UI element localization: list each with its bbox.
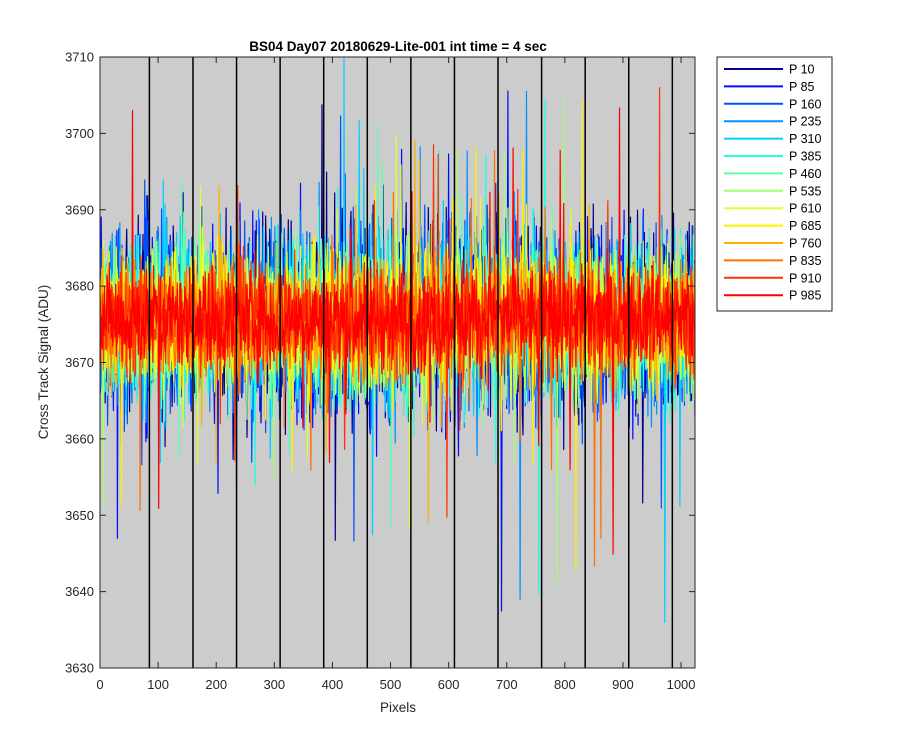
x-tick-label: 1000 [667,677,696,692]
legend-label: P 235 [789,115,821,129]
x-tick-label: 100 [147,677,169,692]
y-tick-label: 3640 [65,584,94,599]
legend-label: P 685 [789,219,821,233]
legend-label: P 760 [789,237,821,251]
legend-label: P 610 [789,202,821,216]
y-tick-label: 3650 [65,508,94,523]
y-tick-label: 3690 [65,202,94,217]
x-tick-label: 500 [380,677,402,692]
legend-label: P 835 [789,254,821,268]
x-tick-label: 900 [612,677,634,692]
legend-label: P 310 [789,132,821,146]
y-tick-label: 3630 [65,661,94,676]
x-axis-label: Pixels [380,700,416,715]
boundary-lines [148,57,674,668]
x-tick-label: 300 [263,677,285,692]
chart-title: BS04 Day07 20180629-Lite-001 int time = … [249,39,547,54]
series-line-p985 [100,107,695,555]
legend-box [716,56,833,312]
x-axis-ticks: 0 100 200 300 400 500 600 700 800 900 1000 [96,57,696,692]
legend-label: P 10 [789,63,815,77]
y-tick-label: 3680 [65,279,94,294]
y-tick-label: 3660 [65,431,94,446]
legend: P 10 P 85 P 160 P 235 P 310 P 385 P 460 P 535 P … [716,56,833,312]
y-tick-label: 3700 [65,126,94,141]
x-tick-label: 200 [205,677,227,692]
legend-label: P 910 [789,271,821,285]
legend-label: P 460 [789,167,821,181]
legend-label: P 85 [789,80,815,94]
legend-label: P 985 [789,289,821,303]
x-tick-label: 0 [96,677,103,692]
x-tick-label: 400 [322,677,344,692]
y-axis-ticks: 3630 3640 3650 3660 3670 3680 3690 3700 3710 [65,50,695,676]
x-tick-label: 600 [438,677,460,692]
legend-label: P 535 [789,184,821,198]
series-layer [100,57,695,623]
x-tick-label: 700 [496,677,518,692]
legend-label: P 385 [789,150,821,164]
x-tick-label: 800 [554,677,576,692]
y-axis-label: Cross Track Signal (ADU) [36,285,51,440]
y-tick-label: 3710 [65,50,94,65]
y-tick-label: 3670 [65,355,94,370]
legend-label: P 160 [789,97,821,111]
